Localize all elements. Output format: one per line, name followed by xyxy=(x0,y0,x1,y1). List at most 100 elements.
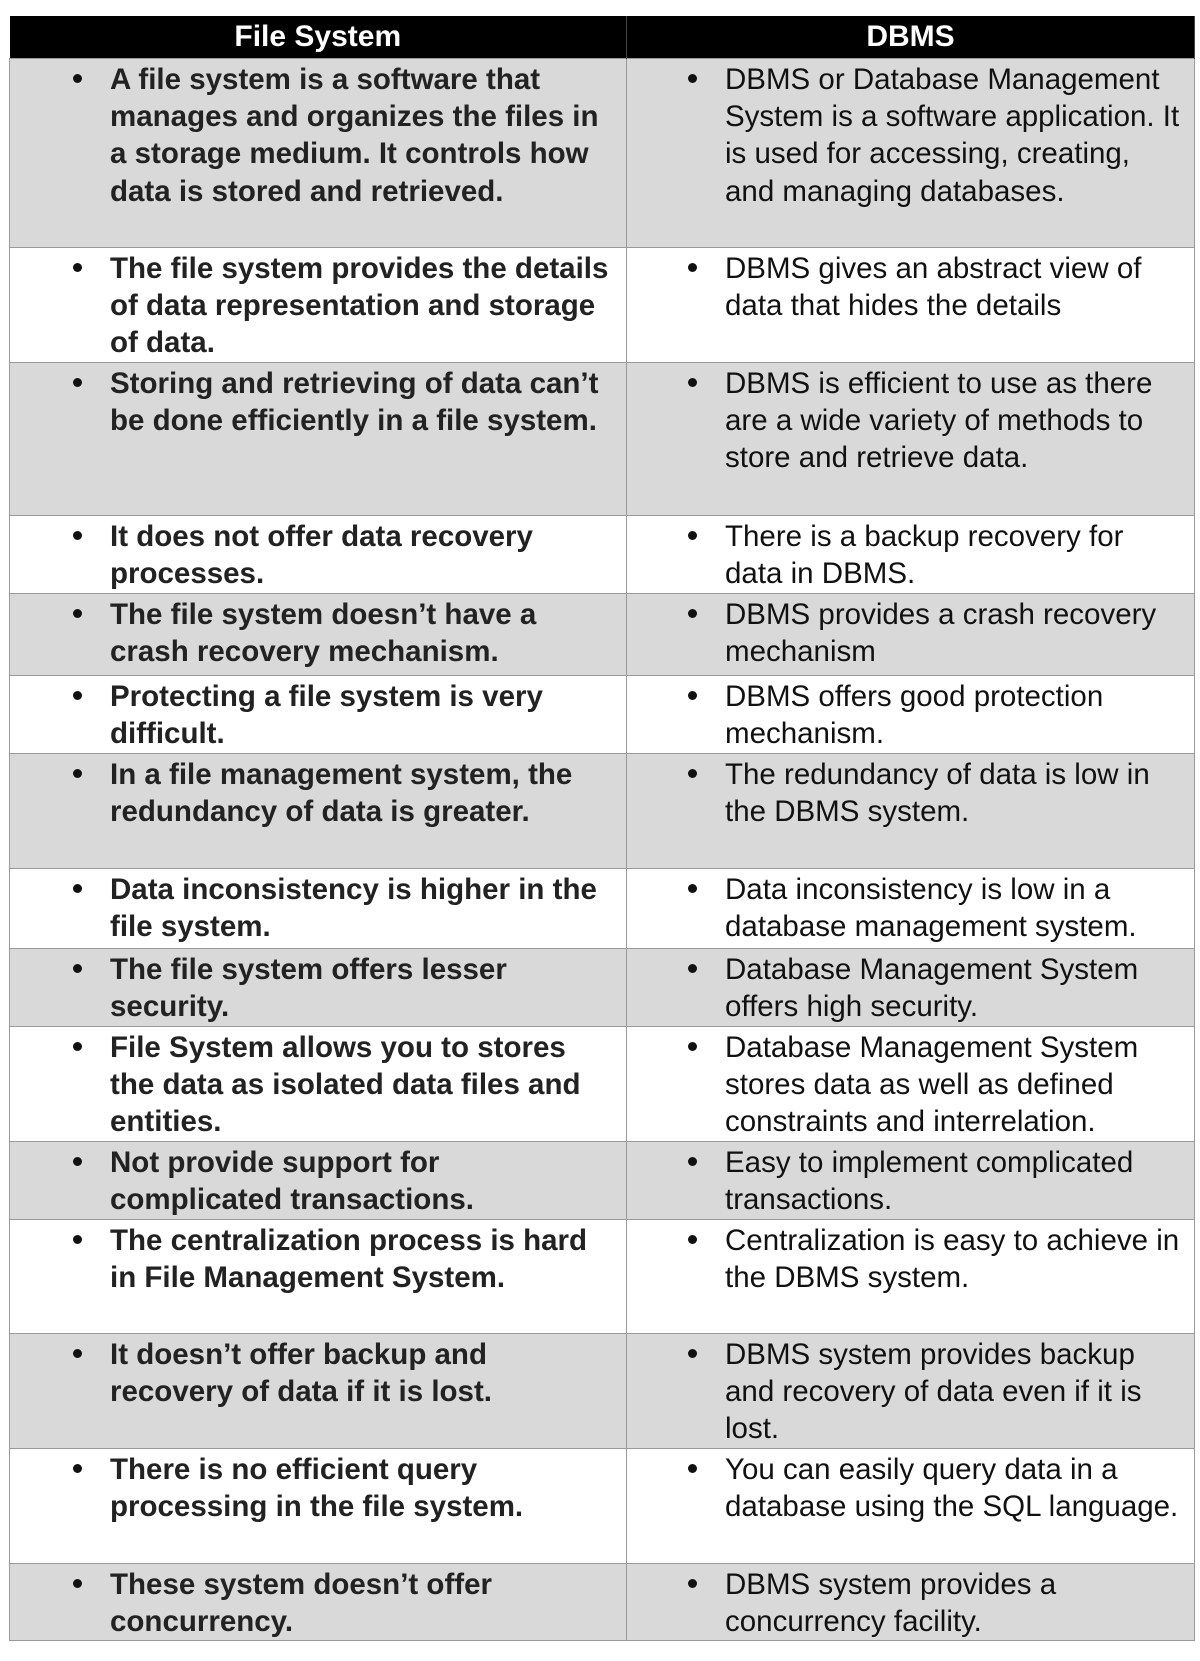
dbms-cell: Data inconsistency is low in a database … xyxy=(626,868,1195,949)
header-file-system: File System xyxy=(9,16,627,59)
dbms-cell: DBMS system provides backup and recovery… xyxy=(626,1333,1195,1449)
cell-text: There is a backup recovery for data in D… xyxy=(725,520,1124,591)
cell-text: The file system provides the details of … xyxy=(110,252,609,360)
table-row: Storing and retrieving of data can’t be … xyxy=(9,362,1195,516)
bullet-item: Protecting a file system is very difficu… xyxy=(10,678,618,752)
table-row: The file system provides the details of … xyxy=(9,247,1195,363)
bullet-icon xyxy=(688,963,697,973)
cell-text: DBMS gives an abstract view of data that… xyxy=(725,252,1142,323)
bullet-icon xyxy=(73,1578,82,1588)
file-system-cell: Protecting a file system is very difficu… xyxy=(9,675,627,754)
file-system-cell: In a file management system, the redunda… xyxy=(9,753,627,869)
cell-text: Database Management System offers high s… xyxy=(725,953,1139,1024)
table-row: Data inconsistency is higher in the file… xyxy=(9,868,1195,949)
bullet-icon xyxy=(73,1041,82,1051)
bullet-item: Not provide support for complicated tran… xyxy=(10,1144,618,1218)
bullet-icon xyxy=(688,768,697,778)
bullet-icon xyxy=(688,883,697,893)
cell-text: DBMS offers good protection mechanism. xyxy=(725,680,1104,751)
table-row: These system doesn’t offer concurrency. D… xyxy=(9,1562,1195,1642)
bullet-item: The file system provides the details of … xyxy=(10,250,618,362)
bullet-icon xyxy=(688,73,697,83)
file-system-cell: The file system offers lesser security. xyxy=(9,948,627,1027)
dbms-cell: You can easily query data in a database … xyxy=(626,1448,1195,1564)
cell-text: A file system is a software that manages… xyxy=(110,63,599,208)
cell-text: You can easily query data in a database … xyxy=(725,1453,1179,1524)
bullet-item: A file system is a software that manages… xyxy=(10,61,618,210)
cell-text: DBMS provides a crash recovery mechanism xyxy=(725,598,1157,669)
bullet-icon xyxy=(73,262,82,272)
dbms-cell: DBMS provides a crash recovery mechanism xyxy=(626,593,1195,676)
cell-text: The file system doesn’t have a crash rec… xyxy=(110,598,537,669)
cell-text: DBMS is efficient to use as there are a … xyxy=(725,367,1153,475)
bullet-item: DBMS is efficient to use as there are a … xyxy=(627,365,1186,477)
dbms-cell: DBMS offers good protection mechanism. xyxy=(626,675,1195,754)
bullet-icon xyxy=(688,377,697,387)
cell-text: Protecting a file system is very difficu… xyxy=(110,680,543,751)
bullet-icon xyxy=(73,963,82,973)
dbms-cell: DBMS gives an abstract view of data that… xyxy=(626,247,1195,363)
cell-text: Data inconsistency is higher in the file… xyxy=(110,873,597,944)
table-row: It doesn’t offer backup and recovery of … xyxy=(9,1333,1195,1449)
cell-text: Storing and retrieving of data can’t be … xyxy=(110,367,599,438)
bullet-icon xyxy=(688,690,697,700)
bullet-icon xyxy=(73,530,82,540)
cell-text: File System allows you to stores the dat… xyxy=(110,1031,581,1139)
cell-text: Easy to implement complicated transactio… xyxy=(725,1146,1134,1217)
table-row: The file system doesn’t have a crash rec… xyxy=(9,593,1195,676)
file-system-cell: It doesn’t offer backup and recovery of … xyxy=(9,1333,627,1449)
table-row: It does not offer data recovery processe… xyxy=(9,515,1195,594)
bullet-icon xyxy=(688,608,697,618)
bullet-item: Database Management System offers high s… xyxy=(627,951,1186,1025)
cell-text: DBMS system provides backup and recovery… xyxy=(725,1338,1142,1446)
bullet-icon xyxy=(688,1156,697,1166)
bullet-item: It does not offer data recovery processe… xyxy=(10,518,618,592)
table-row: Not provide support for complicated tran… xyxy=(9,1141,1195,1220)
dbms-cell: DBMS system provides a concurrency facil… xyxy=(626,1562,1195,1642)
bullet-item: DBMS offers good protection mechanism. xyxy=(627,678,1186,752)
bullet-icon xyxy=(73,1156,82,1166)
bullet-icon xyxy=(73,768,82,778)
bullet-icon xyxy=(73,73,82,83)
file-system-cell: Not provide support for complicated tran… xyxy=(9,1141,627,1220)
table-row: There is no efficient query processing i… xyxy=(9,1448,1195,1564)
bullet-icon xyxy=(688,1463,697,1473)
cell-text: DBMS or Database Management System is a … xyxy=(725,63,1180,208)
dbms-cell: There is a backup recovery for data in D… xyxy=(626,515,1195,594)
file-system-cell: A file system is a software that manages… xyxy=(9,58,627,248)
bullet-item: There is a backup recovery for data in D… xyxy=(627,518,1186,592)
bullet-item: These system doesn’t offer concurrency. xyxy=(10,1566,618,1640)
cell-text: It does not offer data recovery processe… xyxy=(110,520,533,591)
cell-text: The redundancy of data is low in the DBM… xyxy=(725,758,1150,829)
bullet-icon xyxy=(73,883,82,893)
bullet-item: The centralization process is hard in Fi… xyxy=(10,1222,618,1296)
file-system-cell: File System allows you to stores the dat… xyxy=(9,1026,627,1142)
bullet-icon xyxy=(688,262,697,272)
bullet-icon xyxy=(688,530,697,540)
dbms-cell: DBMS or Database Management System is a … xyxy=(626,58,1195,248)
bullet-item: Easy to implement complicated transactio… xyxy=(627,1144,1186,1218)
table-row: The file system offers lesser security. D… xyxy=(9,948,1195,1027)
cell-text: The file system offers lesser security. xyxy=(110,953,507,1024)
dbms-cell: The redundancy of data is low in the DBM… xyxy=(626,753,1195,869)
bullet-item: You can easily query data in a database … xyxy=(627,1451,1186,1525)
bullet-item: DBMS or Database Management System is a … xyxy=(627,61,1186,210)
bullet-item: DBMS provides a crash recovery mechanism xyxy=(627,596,1186,670)
bullet-icon xyxy=(73,1234,82,1244)
file-system-cell: There is no efficient query processing i… xyxy=(9,1448,627,1564)
bullet-item: The file system doesn’t have a crash rec… xyxy=(10,596,618,670)
bullet-icon xyxy=(73,1348,82,1358)
file-system-cell: The file system doesn’t have a crash rec… xyxy=(9,593,627,676)
cell-text: Data inconsistency is low in a database … xyxy=(725,873,1137,944)
file-system-cell: Storing and retrieving of data can’t be … xyxy=(9,362,627,516)
cell-text: Not provide support for complicated tran… xyxy=(110,1146,474,1217)
bullet-item: In a file management system, the redunda… xyxy=(10,756,618,830)
bullet-icon xyxy=(73,377,82,387)
comparison-table: File System DBMS A file system is a soft… xyxy=(9,16,1195,1642)
table-row: The centralization process is hard in Fi… xyxy=(9,1219,1195,1334)
bullet-icon xyxy=(688,1578,697,1588)
table-row: In a file management system, the redunda… xyxy=(9,753,1195,869)
cell-text: Database Management System stores data a… xyxy=(725,1031,1139,1139)
cell-text: These system doesn’t offer concurrency. xyxy=(110,1568,492,1639)
cell-text: In a file management system, the redunda… xyxy=(110,758,573,829)
